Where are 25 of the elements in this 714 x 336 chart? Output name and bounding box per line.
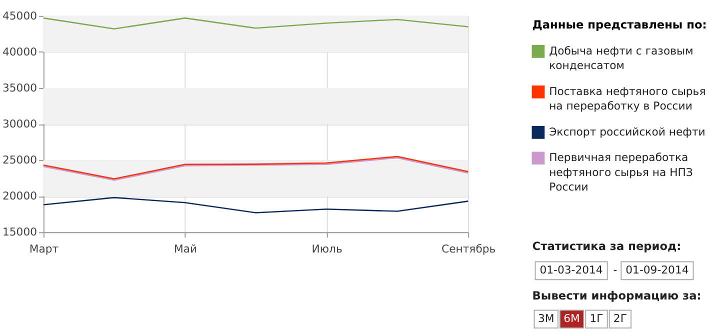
y-tick-label: 30000 [2, 118, 38, 130]
legend-label: Поставка нефтяного сырья на переработку в России [549, 84, 706, 113]
text: 2Г [613, 312, 627, 326]
text: 6М [564, 312, 580, 326]
x-tick-label: Сентябрь [441, 242, 496, 256]
legend-title: Данные представлены по: [532, 18, 707, 32]
text: Статистика за период: [532, 238, 682, 253]
y-tick-label: 45000 [2, 9, 38, 22]
text: - [613, 264, 618, 277]
text: 01-09-2014 [626, 264, 689, 277]
legend-label: Первичная переработка нефтяного сырья на НПЗ России [549, 151, 693, 194]
text: 01-03-2014 [540, 264, 603, 277]
text: 3М [538, 312, 554, 326]
legend-label: Экспорт российской нефти [549, 125, 706, 138]
x-tick-label: Июль [312, 242, 342, 256]
y-tick-label: 25000 [2, 154, 38, 167]
y-tick-label: 35000 [2, 81, 38, 94]
y-tick-label: 20000 [2, 190, 38, 203]
y-tick-label: 15000 [2, 226, 38, 239]
x-tick-label: Март [29, 242, 59, 256]
text: 1Г [590, 312, 604, 326]
text: Вывести информацию за: [532, 288, 702, 302]
x-tick-label: Май [174, 242, 198, 256]
y-tick-label: 40000 [2, 45, 38, 58]
legend-label: Добыча нефти с газовым конденсатом [549, 44, 694, 72]
